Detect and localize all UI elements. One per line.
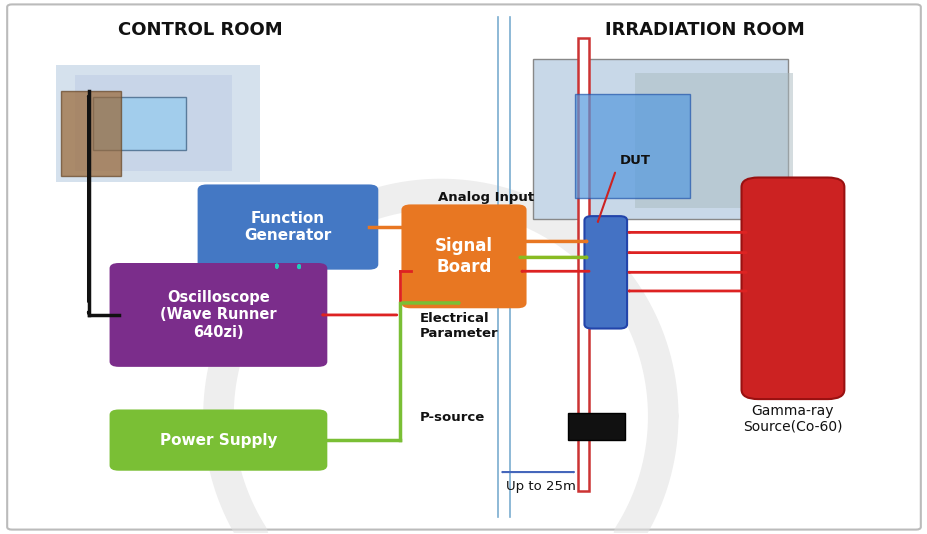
- Text: Power Supply: Power Supply: [159, 433, 277, 447]
- FancyBboxPatch shape: [7, 4, 920, 530]
- Bar: [578, 38, 589, 491]
- Bar: [57, 65, 260, 182]
- Text: Analog Input: Analog Input: [438, 191, 534, 205]
- Bar: [533, 59, 787, 219]
- FancyBboxPatch shape: [109, 410, 327, 471]
- Bar: [575, 94, 689, 198]
- Bar: [61, 91, 121, 176]
- Text: DUT: DUT: [619, 154, 650, 167]
- Text: Oscilloscope
(Wave Runner
640zi): Oscilloscope (Wave Runner 640zi): [160, 290, 276, 340]
- Bar: [75, 75, 232, 171]
- Text: CONTROL ROOM: CONTROL ROOM: [118, 21, 282, 39]
- Text: IRRADIATION ROOM: IRRADIATION ROOM: [604, 21, 804, 39]
- Text: Gamma-ray
Source(Co-60): Gamma-ray Source(Co-60): [743, 404, 842, 434]
- Text: Up to 25m: Up to 25m: [505, 480, 576, 493]
- Bar: [94, 97, 185, 150]
- Bar: [567, 413, 625, 440]
- FancyBboxPatch shape: [584, 216, 627, 328]
- Text: Signal
Board: Signal Board: [435, 237, 492, 276]
- FancyBboxPatch shape: [109, 263, 327, 367]
- FancyBboxPatch shape: [197, 184, 378, 270]
- Bar: [635, 73, 793, 208]
- Text: P-source: P-source: [419, 411, 484, 423]
- Text: Function
Generator: Function Generator: [244, 211, 331, 244]
- FancyBboxPatch shape: [741, 177, 844, 399]
- Text: Electrical
Parameter: Electrical Parameter: [419, 311, 498, 340]
- FancyBboxPatch shape: [401, 205, 526, 308]
